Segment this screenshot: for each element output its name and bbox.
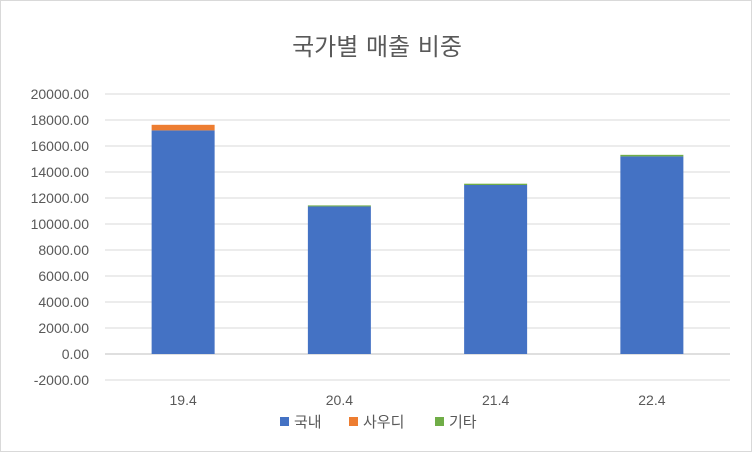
legend: 국내 사우디 기타 xyxy=(280,413,477,431)
legend-swatch xyxy=(435,417,444,426)
legend-label: 국내 xyxy=(294,413,322,431)
y-tick-label: 8000.00 xyxy=(38,242,89,258)
x-tick-label: 20.4 xyxy=(326,392,353,408)
legend-swatch xyxy=(280,417,289,426)
y-tick-label: -2000.00 xyxy=(34,372,89,388)
y-tick-label: 18000.00 xyxy=(31,112,90,128)
bar-19.4-series-0 xyxy=(151,130,215,354)
x-tick-label: 22.4 xyxy=(638,392,665,408)
chart-title: 국가별 매출 비중 xyxy=(292,33,462,61)
y-tick-label: 4000.00 xyxy=(38,294,89,310)
y-tick-label: 6000.00 xyxy=(38,268,89,284)
y-tick-label: 0.00 xyxy=(62,346,89,362)
y-tick-label: 12000.00 xyxy=(31,190,90,206)
y-axis-ticks: 20000.00 18000.00 16000.00 14000.00 12000.00… xyxy=(31,86,90,388)
bars xyxy=(151,124,684,354)
x-tick-label: 21.4 xyxy=(482,392,509,408)
y-tick-label: 14000.00 xyxy=(31,164,90,180)
y-tick-label: 16000.00 xyxy=(31,138,90,154)
y-tick-label: 2000.00 xyxy=(38,320,89,336)
bar-19.4-series-1 xyxy=(151,124,215,131)
bar-22.4-series-2 xyxy=(620,154,684,157)
legend-label: 기타 xyxy=(449,413,477,431)
bar-21.4-series-2 xyxy=(464,183,528,185)
legend-swatch xyxy=(349,417,358,426)
x-tick-label: 19.4 xyxy=(170,392,197,408)
bar-20.4-series-0 xyxy=(307,206,371,354)
y-tick-label: 10000.00 xyxy=(31,216,90,232)
bar-20.4-series-2 xyxy=(307,205,371,207)
bar-21.4-series-0 xyxy=(464,185,528,354)
legend-label: 사우디 xyxy=(363,413,404,431)
bar-22.4-series-0 xyxy=(620,156,684,354)
y-tick-label: 20000.00 xyxy=(31,86,90,102)
x-axis-ticks: 19.4 20.4 21.4 22.4 xyxy=(170,392,666,408)
